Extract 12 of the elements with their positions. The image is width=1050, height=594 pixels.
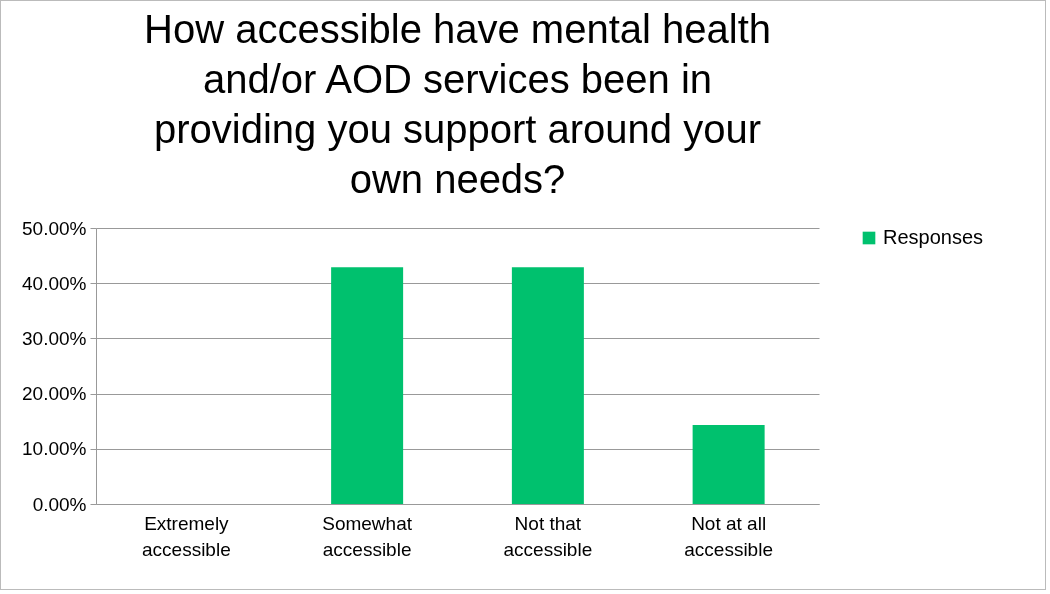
x-tick-label: Extremely accessible xyxy=(142,512,231,560)
x-tick-label: Not at all accessible xyxy=(684,512,773,560)
y-tick-label: 20.00% xyxy=(22,383,87,405)
y-tick-label: 10.00% xyxy=(22,438,87,460)
y-tick-label: 40.00% xyxy=(22,272,87,294)
legend-label: Responses xyxy=(883,226,984,248)
x-tick-label: Not that accessible xyxy=(503,512,593,560)
y-tick-label: 50.00% xyxy=(22,217,87,239)
y-tick-label: 30.00% xyxy=(22,327,87,349)
y-tick-label: 0.00% xyxy=(32,493,87,515)
x-tick-label: Somewhat accessible xyxy=(322,512,413,560)
chart-title: How accessible have mental health and/or AOD services been in providing you support around your own needs? xyxy=(143,7,772,201)
